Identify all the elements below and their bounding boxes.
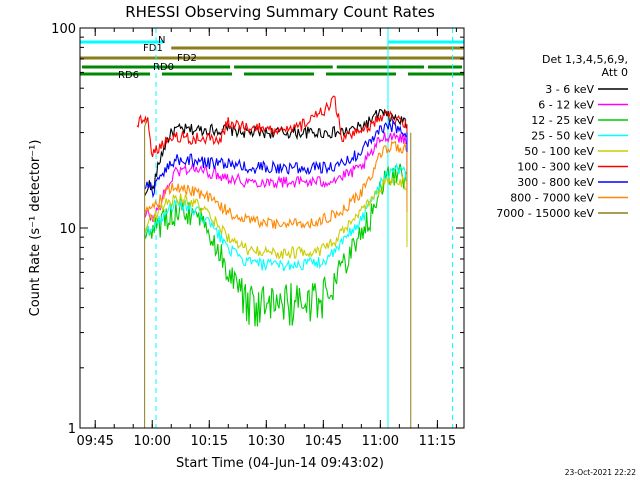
x-tick-label: 11:15 <box>419 434 456 449</box>
legend-label: 7000 - 15000 keV <box>496 207 594 220</box>
series-line-7000-15000 <box>144 119 148 428</box>
legend-label: 12 - 25 keV <box>531 114 594 127</box>
flag-label-fd1: FD1 <box>143 43 163 54</box>
x-axis: 09:45 10:00 10:15 10:30 10:45 11:00 11:15 <box>76 28 457 449</box>
flag-label-n: N <box>158 35 165 46</box>
x-tick-label: 10:00 <box>134 434 171 449</box>
y-axis: 1 10 100 <box>51 22 464 437</box>
series-line-800-7000- <box>144 140 407 229</box>
legend-label: 50 - 100 keV <box>524 145 594 158</box>
y-axis-label: Count Rate (s⁻¹ detector⁻¹) <box>28 140 43 317</box>
x-tick-label: 10:15 <box>191 434 228 449</box>
y-tick-label: 100 <box>51 22 76 37</box>
flag-label-rd0: RD0 <box>153 62 174 73</box>
flag-label-fd2: FD2 <box>177 53 197 64</box>
legend-label: 300 - 800 keV <box>517 176 594 189</box>
legend-title: Att 0 <box>602 66 628 79</box>
y-tick-label: 10 <box>59 222 76 237</box>
legend-label: 800 - 7000 keV <box>510 192 594 205</box>
series-line-25-50- <box>144 162 407 272</box>
flag-label-rd6: RD6 <box>118 70 139 81</box>
footer-date: 23-Oct-2021 22:22 <box>565 468 636 477</box>
y-tick-label: 1 <box>68 422 76 437</box>
x-tick-label: 09:45 <box>76 434 113 449</box>
series-line-300-800- <box>144 119 407 199</box>
series-line-6-12- <box>144 131 407 222</box>
x-tick-label: 10:30 <box>248 434 285 449</box>
legend-label: 3 - 6 keV <box>545 83 594 96</box>
legend-title: Det 1,3,4,5,6,9, <box>542 53 628 66</box>
legend-label: 25 - 50 keV <box>531 130 594 143</box>
legend-label: 100 - 300 keV <box>517 161 594 174</box>
series-line-12-25- <box>144 163 407 327</box>
plot-area <box>79 28 454 428</box>
x-tick-label: 11:00 <box>362 434 399 449</box>
legend-label: 6 - 12 keV <box>538 99 594 112</box>
chart-title: RHESSI Observing Summary Count Rates <box>125 3 435 21</box>
series-line-50-100- <box>144 176 407 260</box>
plot-frame <box>79 27 465 429</box>
series-line-100-300- <box>136 95 407 158</box>
x-axis-label: Start Time (04-Jun-14 09:43:02) <box>176 456 384 471</box>
legend: Det 1,3,4,5,6,9,Att 0 3 - 6 keV 6 - 12 keV… <box>496 53 628 220</box>
x-tick-label: 10:45 <box>305 434 342 449</box>
